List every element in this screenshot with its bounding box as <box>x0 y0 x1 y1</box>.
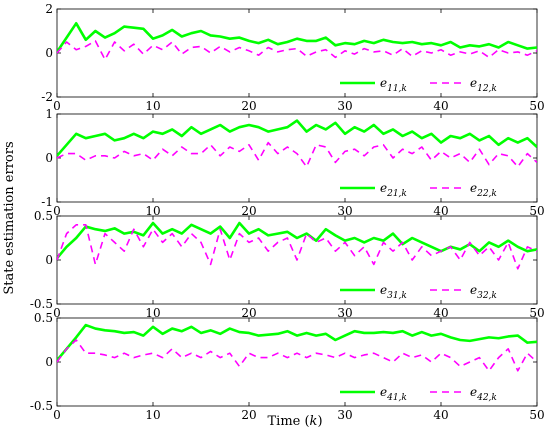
legend-label-2: e22,k <box>470 181 497 199</box>
series-line-1 <box>57 119 537 157</box>
y-tick-label: 0 <box>45 151 53 165</box>
x-tick-label: 0 <box>53 204 61 218</box>
y-tick-label: 0 <box>45 46 53 60</box>
x-tick-label: 30 <box>337 306 352 320</box>
x-tick-label: 40 <box>433 306 448 320</box>
x-tick-label: 50 <box>529 99 544 113</box>
x-tick-label: 50 <box>529 408 544 422</box>
y-tick-label: -0.5 <box>30 297 53 311</box>
legend-label-1: e21,k <box>380 181 407 199</box>
y-tick-label: 0.5 <box>34 209 53 223</box>
x-axis-label: Time (k) <box>267 414 322 429</box>
legend: e21,k e22,k <box>340 181 497 199</box>
y-axis-label: State estimation errors <box>2 141 17 294</box>
series-line-1 <box>57 323 537 362</box>
y-tick-label: 0 <box>45 253 53 267</box>
plot-area <box>56 317 538 407</box>
legend-label-1: e31,k <box>380 283 407 301</box>
x-tick-label: 20 <box>241 306 256 320</box>
legend-label-2: e32,k <box>470 283 497 301</box>
x-tick-label: 10 <box>145 408 160 422</box>
legend: e11,k e12,k <box>340 76 497 94</box>
x-tick-label: 40 <box>433 408 448 422</box>
series-line-2 <box>57 141 537 168</box>
x-tick-label: 40 <box>433 99 448 113</box>
series-line-1 <box>57 21 537 53</box>
legend: e41,k e42,k <box>340 385 497 403</box>
series-line-2 <box>57 339 537 372</box>
y-tick-label: 0.5 <box>34 311 53 325</box>
x-tick-label: 20 <box>241 99 256 113</box>
series-line-1 <box>57 221 537 260</box>
legend-label-1: e41,k <box>380 385 407 403</box>
x-tick-label: 40 <box>433 204 448 218</box>
y-tick-label: -1 <box>41 195 53 209</box>
x-tick-label: 10 <box>145 99 160 113</box>
y-tick-label: 2 <box>45 2 53 16</box>
x-tick-label: 50 <box>529 306 544 320</box>
series-line-2 <box>57 224 537 270</box>
x-tick-label: 20 <box>241 408 256 422</box>
x-tick-label: 0 <box>53 306 61 320</box>
legend: e31,k e32,k <box>340 283 497 301</box>
legend-label-2: e12,k <box>470 76 497 94</box>
y-tick-label: 0 <box>45 355 53 369</box>
x-tick-label: 0 <box>53 99 61 113</box>
y-tick-label: 1 <box>45 107 53 121</box>
x-tick-label: 20 <box>241 204 256 218</box>
y-tick-label: -0.5 <box>30 399 53 413</box>
x-tick-label: 30 <box>337 99 352 113</box>
x-tick-label: 50 <box>529 204 544 218</box>
legend-label-2: e42,k <box>470 385 497 403</box>
legend-label-1: e11,k <box>380 76 407 94</box>
x-tick-label: 10 <box>145 306 160 320</box>
x-tick-label: 30 <box>337 408 352 422</box>
x-tick-label: 10 <box>145 204 160 218</box>
x-tick-label: 30 <box>337 204 352 218</box>
x-tick-label: 0 <box>53 408 61 422</box>
y-tick-label: -2 <box>41 90 53 104</box>
